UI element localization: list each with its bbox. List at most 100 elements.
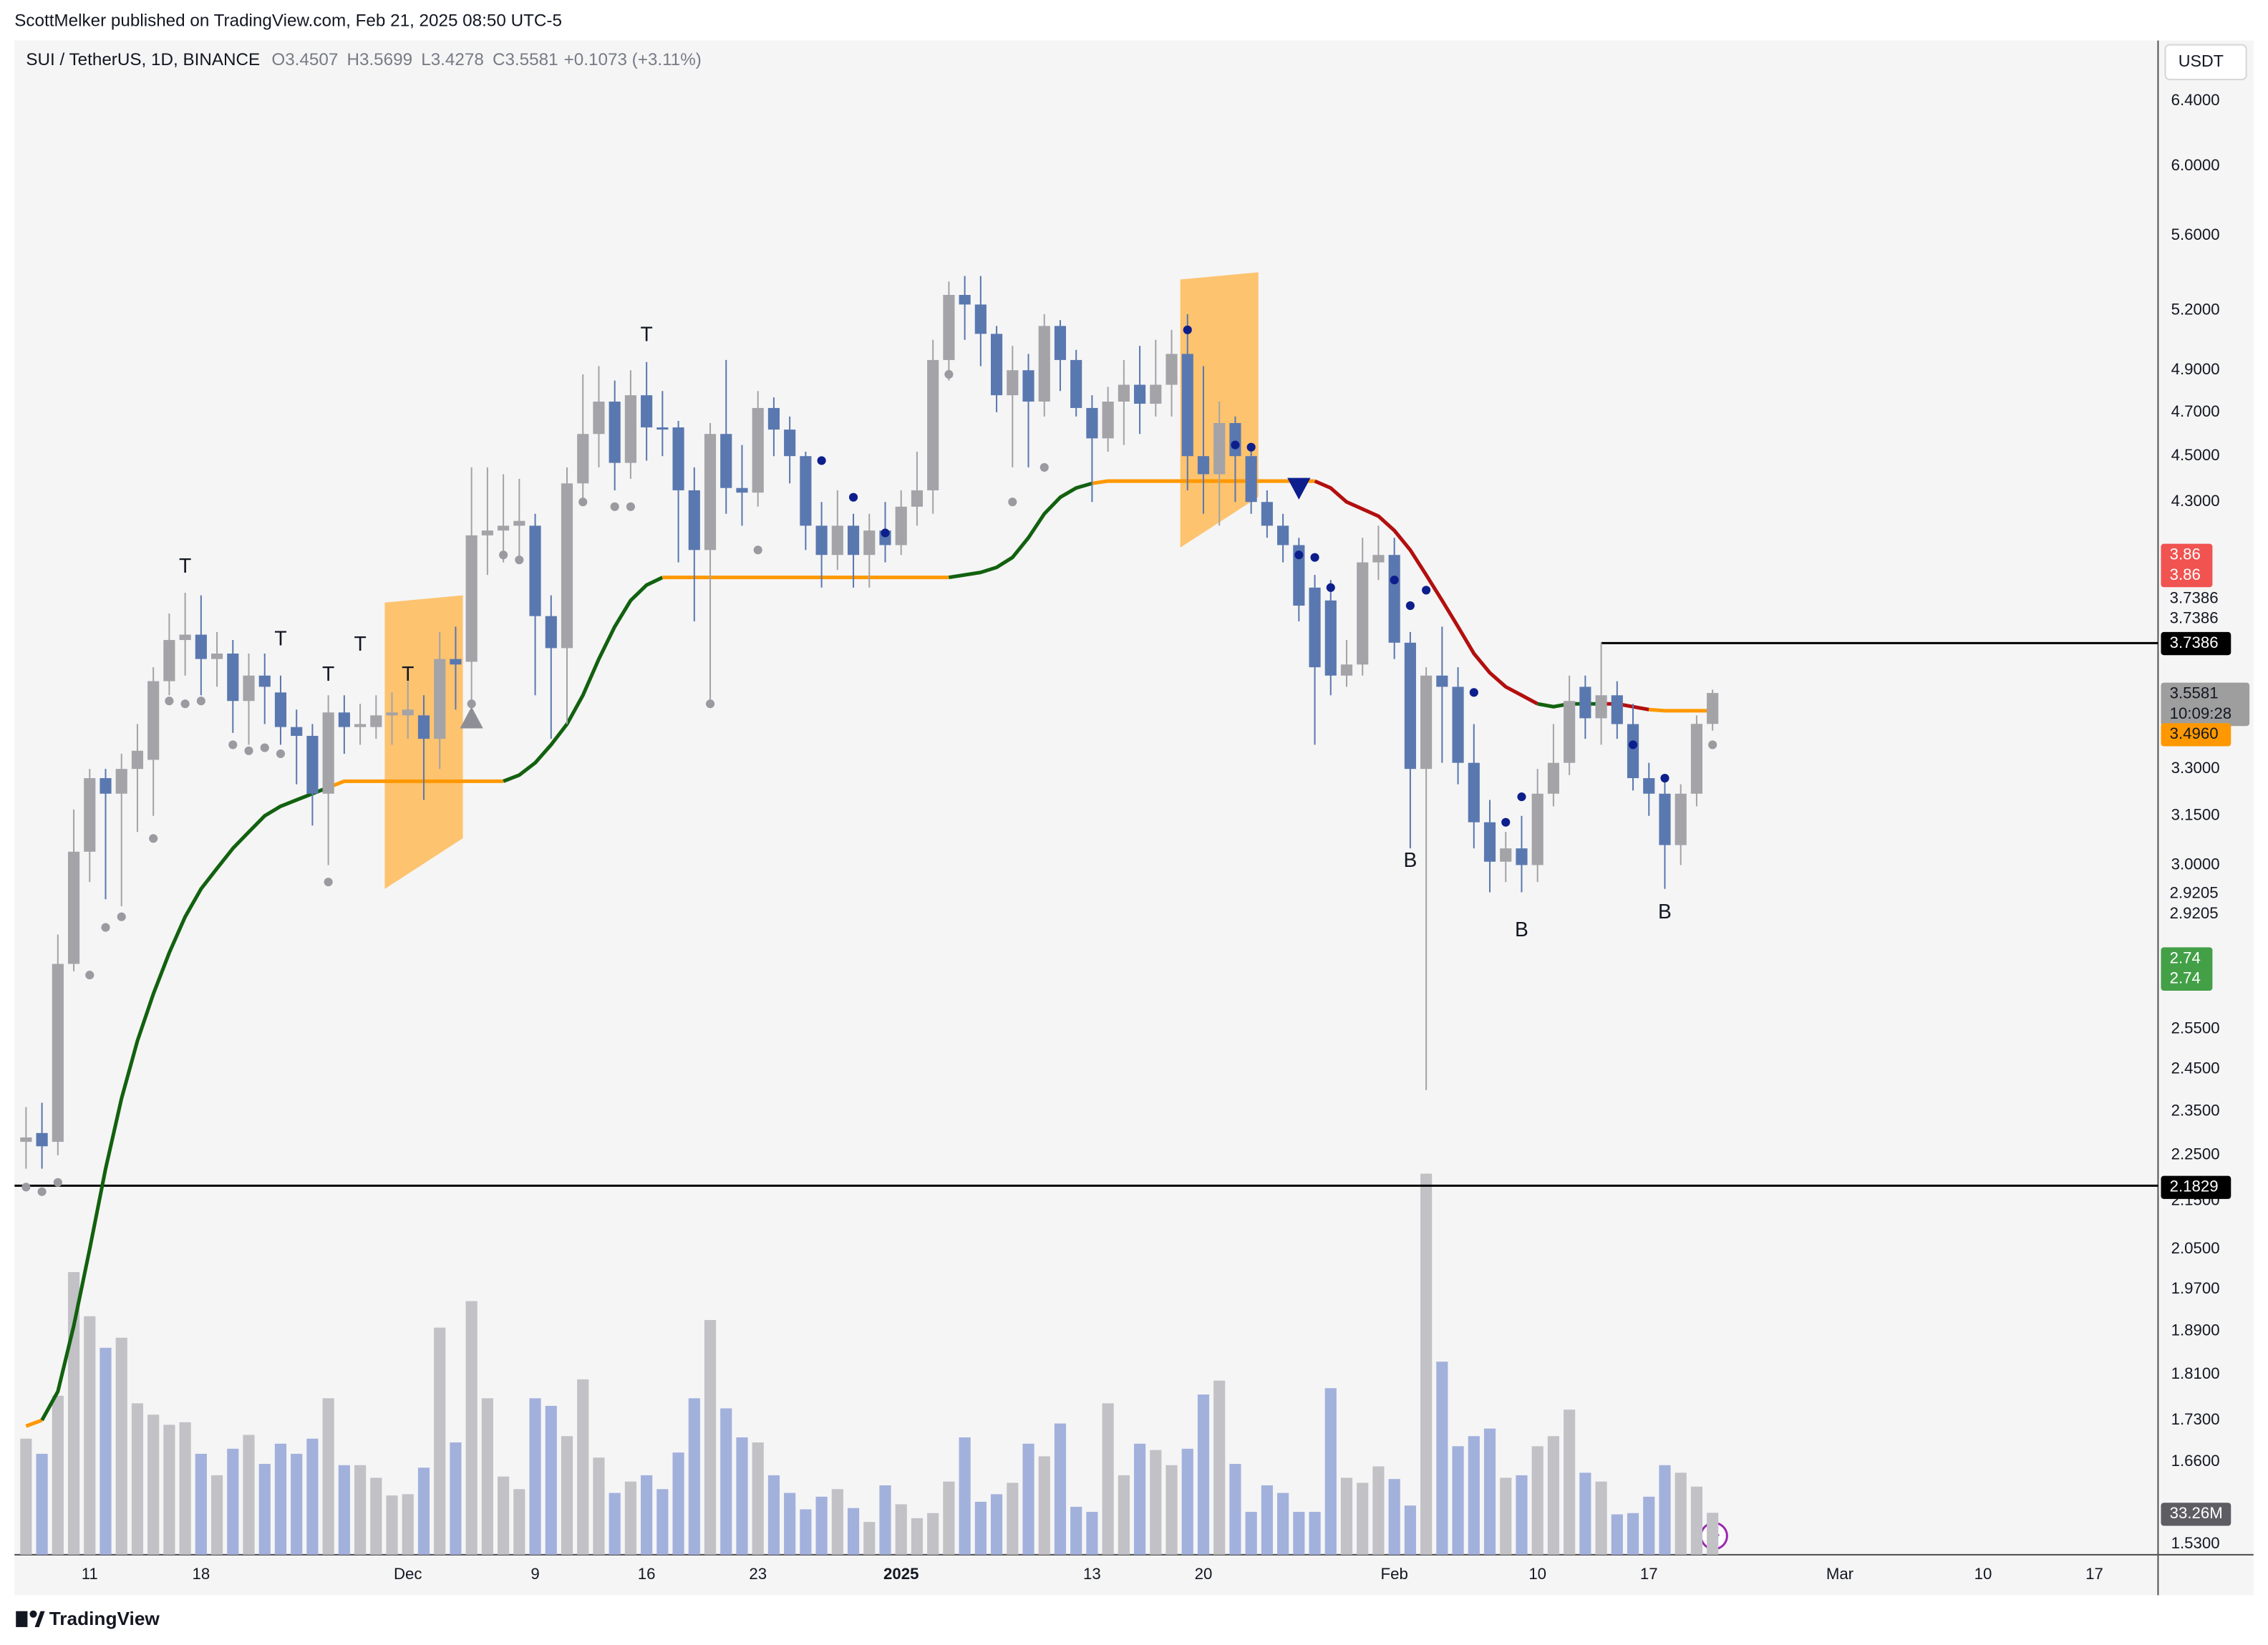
candle-body	[1452, 686, 1464, 763]
signal-dot	[1422, 586, 1431, 595]
candle-body	[1102, 402, 1114, 439]
candle-body	[195, 634, 207, 659]
annotation: T	[354, 632, 366, 655]
candle-body	[911, 490, 924, 507]
candle-body	[1483, 822, 1496, 862]
trend-line	[1601, 702, 1649, 712]
volume-bar	[1690, 1486, 1703, 1555]
annotation: T	[322, 662, 334, 685]
volume-bar	[1213, 1380, 1226, 1555]
signal-dot	[1294, 550, 1304, 560]
volume-bar	[895, 1504, 907, 1555]
candle-body	[1181, 354, 1193, 457]
volume-bar	[417, 1467, 430, 1555]
volume-bar	[1357, 1483, 1369, 1555]
candle-body	[767, 407, 780, 430]
signal-dot	[705, 699, 715, 709]
signal-dot	[1310, 553, 1319, 562]
candle-body	[1564, 701, 1576, 763]
y-tick-label: 1.6600	[2171, 1452, 2220, 1470]
candle-body	[274, 692, 287, 727]
price-badge-label: 3.7386	[2170, 634, 2219, 651]
volume-bar	[1229, 1464, 1241, 1555]
volume-bar	[274, 1443, 287, 1555]
signal-dot	[1628, 740, 1638, 749]
currency-box[interactable]	[2164, 44, 2247, 81]
candle-body	[577, 434, 589, 484]
plot-background	[14, 40, 2254, 1596]
header: ScottMelker published on TradingView.com…	[14, 11, 562, 31]
volume-bar	[243, 1435, 255, 1555]
signal-dot	[626, 502, 635, 511]
x-tick-label: 11	[82, 1565, 98, 1583]
volume-bar	[1293, 1511, 1305, 1555]
candle-body	[1500, 848, 1512, 862]
signal-dot	[578, 498, 588, 507]
volume-bar	[1007, 1483, 1019, 1555]
volume-bar	[1659, 1465, 1671, 1555]
price-badge	[2161, 1503, 2231, 1526]
volume-bar	[1245, 1511, 1257, 1555]
volume-bar	[354, 1465, 367, 1555]
candle-body	[1675, 793, 1687, 845]
signal-dot	[1501, 817, 1511, 827]
price-badge-label: 3.7386	[2170, 609, 2219, 627]
candle-body	[624, 395, 636, 463]
candle-body	[243, 675, 255, 702]
candle-body	[163, 640, 175, 681]
price-badge-label: 3.4960	[2170, 724, 2219, 742]
x-tick-label: Feb	[1381, 1565, 1408, 1583]
candle-body	[258, 675, 271, 687]
volume-bar	[434, 1327, 446, 1555]
annotation: B	[1515, 918, 1528, 941]
y-tick-label: 5.2000	[2171, 300, 2220, 318]
legend-field: L3.4278	[421, 50, 484, 69]
y-tick-label: 3.0000	[2171, 855, 2220, 873]
candle-body	[498, 525, 510, 531]
signal-dot	[1469, 688, 1478, 697]
candle-body	[752, 407, 764, 493]
candle-body	[720, 434, 732, 488]
volume-bar	[1054, 1423, 1067, 1555]
volume-bar	[1452, 1446, 1464, 1555]
signal-dot	[101, 923, 110, 932]
candle-body	[115, 769, 127, 794]
y-tick-label: 4.7000	[2171, 402, 2220, 420]
volume-bar	[1340, 1477, 1353, 1555]
candle-body	[784, 430, 796, 457]
trend-line	[503, 576, 664, 783]
candle-body	[1150, 384, 1162, 404]
price-badge	[2161, 543, 2213, 588]
y-tick-label: 4.3000	[2171, 492, 2220, 510]
x-tick-label: 9	[530, 1565, 539, 1583]
candle-body	[863, 530, 876, 555]
signal-dot	[37, 1187, 47, 1196]
volume-bar	[1070, 1506, 1082, 1555]
y-tick-label: 2.3500	[2171, 1101, 2220, 1119]
volume-bar	[704, 1320, 717, 1555]
volume-bar	[800, 1509, 812, 1555]
volume-bar	[1595, 1481, 1607, 1555]
candle-body	[1547, 762, 1559, 794]
annotation: B	[1403, 848, 1417, 871]
candle-body	[1054, 326, 1067, 360]
volume-bar	[1086, 1511, 1098, 1555]
x-tick-label: 17	[1640, 1565, 1658, 1583]
candle-body	[417, 715, 430, 739]
volume-bar	[20, 1438, 32, 1555]
volume-bar	[624, 1481, 636, 1555]
volume-bar	[1611, 1514, 1623, 1555]
volume-bar	[1707, 1513, 1719, 1555]
volume-bar	[36, 1453, 48, 1555]
candle-body	[593, 402, 605, 435]
x-tick-label: 2025	[883, 1565, 919, 1583]
price-badge	[2161, 723, 2231, 747]
y-tick-label: 2.4500	[2171, 1059, 2220, 1077]
y-tick-label: 1.8100	[2171, 1364, 2220, 1382]
legend-field: H3.5699	[346, 50, 412, 69]
price-badge-label: 10:09:28	[2170, 704, 2232, 722]
volume-bar	[1324, 1388, 1337, 1555]
candle-body	[1436, 675, 1448, 687]
signal-dot	[610, 502, 619, 511]
volume-bar	[1420, 1173, 1433, 1555]
